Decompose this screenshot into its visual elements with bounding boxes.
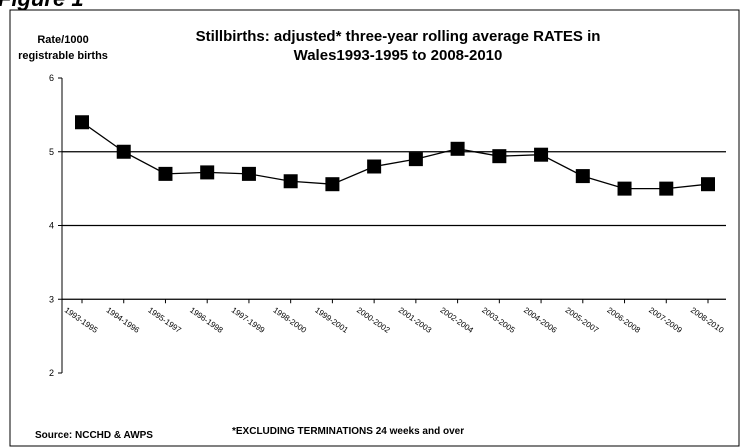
x-tick-label: 2003-2005 (480, 306, 517, 336)
data-point (450, 141, 465, 156)
chart-title: Stillbirths: adjusted* three-year rollin… (196, 28, 601, 45)
data-point (408, 152, 423, 167)
x-tick-label: 1994-1996 (105, 306, 142, 336)
data-line (81, 121, 709, 190)
x-tick-label: 2000-2002 (355, 306, 392, 336)
x-tick-label: 1997-1999 (230, 306, 267, 336)
frame (9, 9, 740, 447)
data-point (534, 147, 549, 162)
footnote: *EXCLUDING TERMINATIONS 24 weeks and ove… (232, 426, 464, 437)
data-point (367, 159, 382, 174)
data-point (659, 181, 674, 196)
data-point (158, 166, 173, 181)
data-point (701, 177, 715, 192)
source: Source: NCCHD & AWPS (35, 430, 153, 441)
data-point (325, 177, 340, 192)
y-tick-label: 4 (49, 221, 54, 231)
x-tick-label: 2001-2003 (397, 306, 434, 336)
data-point (617, 181, 632, 196)
data-point (283, 174, 298, 189)
x-tick-label: 2004-2006 (522, 306, 559, 336)
x-tick-label: 1995-1997 (146, 306, 183, 336)
y-axis-label: Rate/1000 (37, 34, 88, 46)
y-tick-label: 3 (49, 294, 54, 304)
x-tick-label: 2008-2010 (689, 306, 726, 336)
y-tick-label: 6 (49, 73, 54, 83)
x-tick-label: 1996-1998 (188, 306, 225, 336)
data-point (116, 144, 131, 159)
chart-title: Wales1993-1995 to 2008-2010 (294, 47, 503, 64)
data-point (241, 166, 256, 181)
x-tick-label: 2002-2004 (438, 306, 475, 336)
y-tick-label: 2 (49, 368, 54, 378)
x-tick-label: 2006-2008 (605, 306, 642, 336)
x-tick-label: 1999-2001 (313, 306, 350, 336)
y-axis-label: registrable births (18, 50, 108, 62)
data-point (200, 165, 215, 180)
x-tick-label: 1998-2000 (272, 306, 309, 336)
x-tick-label: 2007-2009 (647, 306, 684, 336)
y-tick-label: 5 (49, 147, 54, 157)
data-point (75, 115, 89, 130)
x-tick-label: 2005-2007 (564, 306, 601, 336)
x-tick-label: 1993-1995 (63, 306, 100, 336)
figure-label: Figure 1 (0, 0, 84, 11)
data-point (492, 149, 507, 164)
data-point (575, 169, 590, 184)
